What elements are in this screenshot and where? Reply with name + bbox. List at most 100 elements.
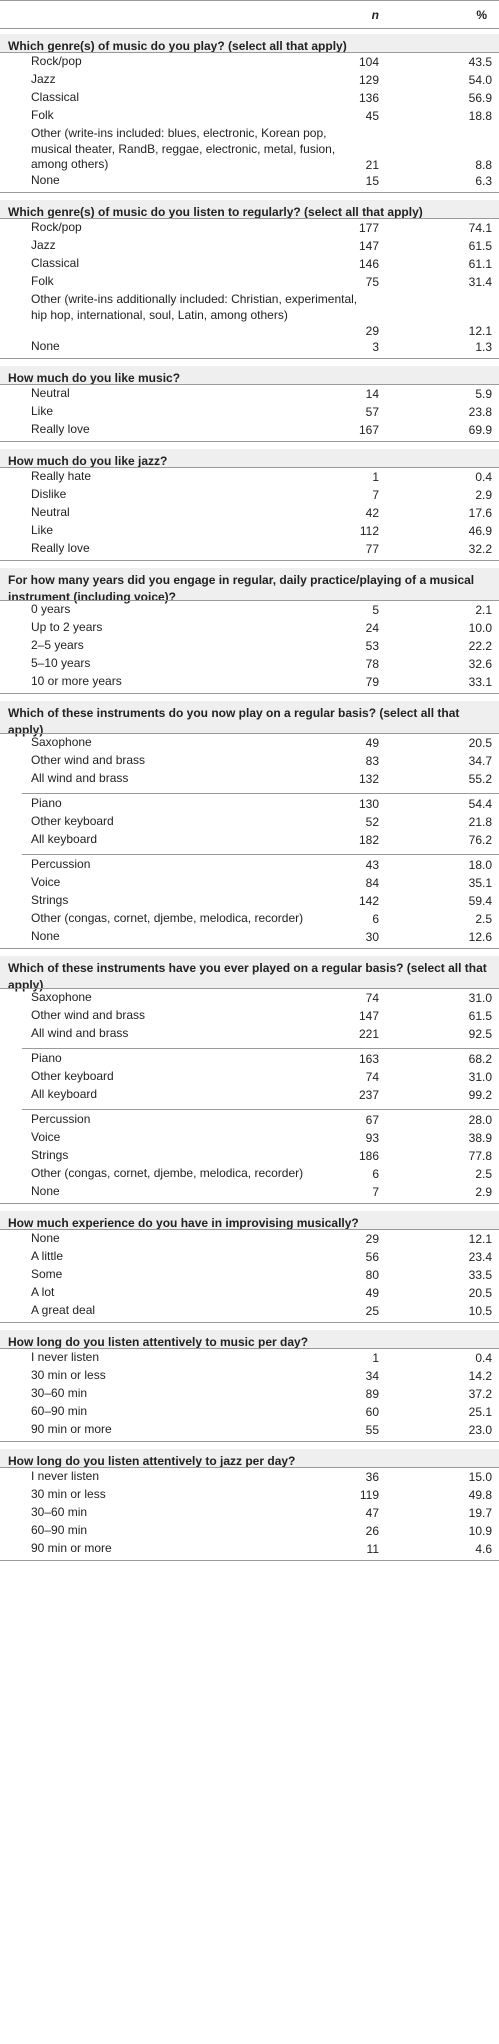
row-percent: 59.4 xyxy=(468,894,492,908)
section-divider xyxy=(0,948,499,949)
row-label: Voice xyxy=(31,875,61,889)
row-percent: 15.0 xyxy=(468,1470,492,1484)
row-label: A great deal xyxy=(31,1303,96,1317)
row-n: 186 xyxy=(358,1149,379,1163)
row-percent: 46.9 xyxy=(468,524,492,538)
row-n: 1 xyxy=(372,1351,379,1365)
row-percent: 69.9 xyxy=(468,423,492,437)
row-label: 60–90 min xyxy=(31,1523,88,1537)
row-n: 163 xyxy=(358,1052,379,1066)
row-percent: 20.5 xyxy=(468,1286,492,1300)
row-n: 147 xyxy=(358,239,379,253)
section-divider xyxy=(0,600,499,601)
row-label: Other keyboard xyxy=(31,814,114,828)
row-label: 0 years xyxy=(31,602,71,616)
row-n: 89 xyxy=(365,1387,379,1401)
row-percent: 92.5 xyxy=(468,1027,492,1041)
row-n: 34 xyxy=(365,1369,379,1383)
row-percent: 55.2 xyxy=(468,772,492,786)
row-n: 56 xyxy=(365,1250,379,1264)
row-percent: 25.1 xyxy=(468,1405,492,1419)
row-label: 30–60 min xyxy=(31,1386,88,1400)
row-label: Voice xyxy=(31,1130,61,1144)
row-percent: 18.0 xyxy=(468,858,492,872)
row-percent: 54.0 xyxy=(468,73,492,87)
row-n: 60 xyxy=(365,1405,379,1419)
row-percent: 77.8 xyxy=(468,1149,492,1163)
row-percent: 1.3 xyxy=(475,340,492,354)
row-label: Other wind and brass xyxy=(31,753,146,767)
section-divider xyxy=(0,218,499,219)
row-label: 30–60 min xyxy=(31,1505,88,1519)
section-divider xyxy=(0,441,499,442)
row-n: 43 xyxy=(365,858,379,872)
row-n: 237 xyxy=(358,1088,379,1102)
row-label: None xyxy=(31,173,60,187)
section-title: How long do you listen attentively to ja… xyxy=(8,1454,296,1468)
row-label: 90 min or more xyxy=(31,1422,112,1436)
row-n: 74 xyxy=(365,1070,379,1084)
row-label: None xyxy=(31,339,60,353)
row-label: Other (write-ins additionally included: … xyxy=(31,292,358,322)
row-label: All keyboard xyxy=(31,832,98,846)
section-band xyxy=(0,449,499,468)
section-divider xyxy=(0,384,499,385)
row-n: 29 xyxy=(365,1232,379,1246)
section-divider xyxy=(0,1467,499,1468)
row-n: 49 xyxy=(365,736,379,750)
row-percent: 23.4 xyxy=(468,1250,492,1264)
row-label: Neutral xyxy=(31,505,70,519)
row-n: 1 xyxy=(372,470,379,484)
row-label: Really hate xyxy=(31,469,92,483)
section-title: Which genre(s) of music do you listen to… xyxy=(8,205,423,219)
row-label: Some xyxy=(31,1267,63,1281)
section-divider xyxy=(0,52,499,53)
row-percent: 37.2 xyxy=(468,1387,492,1401)
row-label: Saxophone xyxy=(31,990,92,1004)
row-n: 132 xyxy=(358,772,379,786)
section-divider xyxy=(0,1229,499,1230)
section-divider xyxy=(0,1203,499,1204)
row-n: 130 xyxy=(358,797,379,811)
row-percent: 6.3 xyxy=(475,174,492,188)
section-title: How much do you like music? xyxy=(8,371,181,385)
row-n: 45 xyxy=(365,109,379,123)
row-label: Really love xyxy=(31,422,90,436)
row-percent: 68.2 xyxy=(468,1052,492,1066)
row-n: 142 xyxy=(358,894,379,908)
row-n: 84 xyxy=(365,876,379,890)
row-label: 5–10 years xyxy=(31,656,91,670)
row-percent: 33.1 xyxy=(468,675,492,689)
row-percent: 20.5 xyxy=(468,736,492,750)
row-percent: 12.1 xyxy=(468,1232,492,1246)
row-n: 221 xyxy=(358,1027,379,1041)
row-label: All wind and brass xyxy=(31,1026,129,1040)
row-n: 25 xyxy=(365,1304,379,1318)
row-percent: 61.5 xyxy=(468,1009,492,1023)
row-percent: 5.9 xyxy=(475,387,492,401)
section-divider xyxy=(0,693,499,694)
row-label: Classical xyxy=(31,90,80,104)
row-label: Neutral xyxy=(31,386,70,400)
row-label: Strings xyxy=(31,1148,69,1162)
row-label: Piano xyxy=(31,1051,62,1065)
row-n: 78 xyxy=(365,657,379,671)
row-percent: 0.4 xyxy=(475,1351,492,1365)
row-n: 182 xyxy=(358,833,379,847)
row-n: 93 xyxy=(365,1131,379,1145)
row-label: I never listen xyxy=(31,1469,100,1483)
row-label: 90 min or more xyxy=(31,1541,112,1555)
row-label: Other wind and brass xyxy=(31,1008,146,1022)
row-percent: 2.9 xyxy=(475,1185,492,1199)
row-n: 7 xyxy=(372,1185,379,1199)
row-n: 29 xyxy=(365,324,379,338)
row-label: Percussion xyxy=(31,1112,91,1126)
group-divider xyxy=(22,1048,499,1049)
group-divider xyxy=(22,1109,499,1110)
row-n: 5 xyxy=(372,603,379,617)
row-label: Jazz xyxy=(31,238,56,252)
row-percent: 10.0 xyxy=(468,621,492,635)
row-percent: 22.2 xyxy=(468,639,492,653)
section-band xyxy=(0,366,499,385)
row-percent: 14.2 xyxy=(468,1369,492,1383)
